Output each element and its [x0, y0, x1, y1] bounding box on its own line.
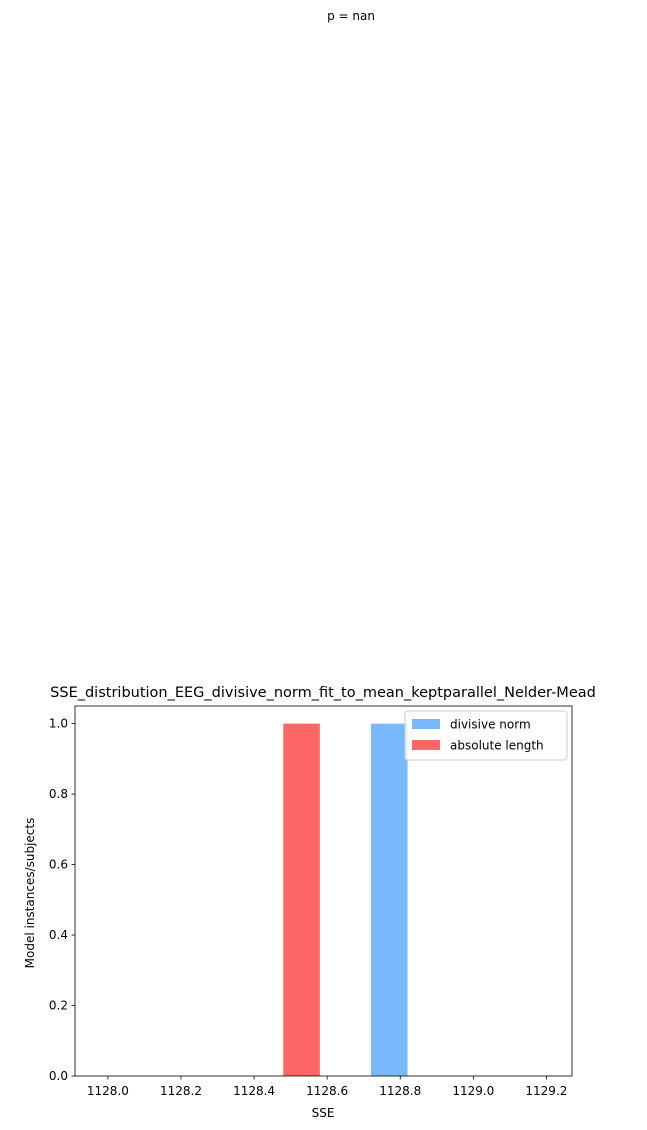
bar-absolute-length	[283, 723, 320, 1076]
legend-frame	[404, 710, 568, 761]
y-tick-label: 1.0	[49, 717, 68, 731]
chart-title: SSE_distribution_EEG_divisive_norm_fit_t…	[50, 685, 596, 701]
x-tick-label: 1128.2	[160, 1084, 202, 1098]
y-tick-label: 0.6	[49, 858, 68, 872]
plot-frame	[74, 705, 573, 1077]
legend-label: absolute length	[450, 739, 544, 753]
y-tick-label: 0.0	[49, 1069, 68, 1083]
legend-swatch	[412, 719, 440, 729]
x-tick-label: 1129.2	[525, 1084, 567, 1098]
x-tick-label: 1128.0	[87, 1084, 129, 1098]
axes-layer: 1128.0 1128.2 1128.4 1128.6 1128.8 1129.0 1129…	[49, 705, 573, 1098]
y-tick-label: 0.4	[49, 928, 68, 942]
bars-layer	[283, 723, 408, 1076]
legend-swatch	[412, 740, 440, 750]
legend-label: divisive norm	[450, 718, 531, 732]
p-value-annotation: p = nan	[327, 9, 375, 23]
y-tick-label: 0.8	[49, 787, 68, 801]
x-tick-label: 1128.4	[233, 1084, 275, 1098]
bar-divisive-norm	[371, 723, 408, 1076]
y-axis-label: Model instances/subjects	[23, 818, 37, 969]
y-tick-label: 0.2	[49, 999, 68, 1013]
x-tick-label: 1128.8	[379, 1084, 421, 1098]
legend: divisive norm absolute length	[404, 710, 568, 761]
x-tick-label: 1128.6	[306, 1084, 348, 1098]
x-tick-label: 1129.0	[452, 1084, 494, 1098]
x-axis-label: SSE	[312, 1106, 335, 1120]
